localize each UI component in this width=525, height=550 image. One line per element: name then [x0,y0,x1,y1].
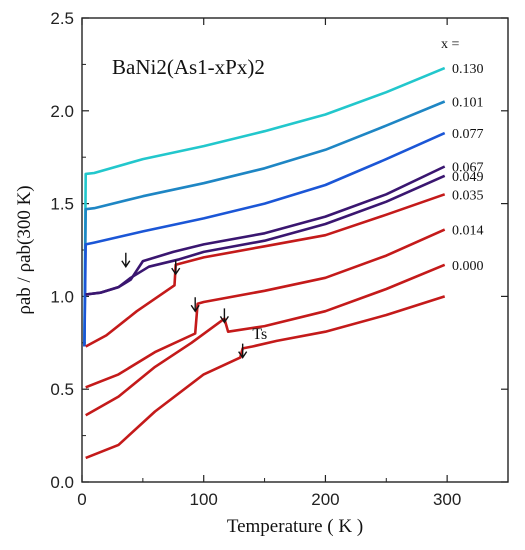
x-tick-label: 100 [190,490,218,509]
series-line [85,228,446,389]
legend-header: x = [441,37,460,52]
series-label: 0.000 [452,259,484,274]
y-tick-label: 1.0 [50,287,74,306]
y-tick-label: 0.0 [50,473,74,492]
series-line [83,66,446,347]
series-line [83,100,446,347]
transition-arrow [219,308,229,324]
arrow-group [121,252,248,359]
series-label: 0.101 [452,96,484,111]
transition-arrow [121,252,131,268]
x-tick-label: 300 [433,490,461,509]
x-axis-label: Temperature ( K ) [227,516,363,537]
series-label: 0.014 [452,224,484,239]
series-line [85,193,446,348]
series-label: 0.077 [452,127,484,142]
series-label: 0.049 [452,170,484,185]
series-line [83,131,446,347]
x-tick-label: 0 [77,490,86,509]
y-tick-label: 2.5 [50,9,74,28]
y-tick-label: 2.0 [50,102,74,121]
y-tick-label: 1.5 [50,195,74,214]
series-line [85,295,446,460]
plot-frame [81,17,509,483]
series-line [85,263,446,417]
transition-arrow [171,260,181,276]
y-tick-label: 0.5 [50,380,74,399]
tick-group: 0 100 200 300 0.0 0.5 1.0 1.5 2.0 2.5 [50,9,508,509]
transition-arrow [190,297,200,313]
x-tick-label: 200 [311,490,339,509]
series-label: 0.130 [452,62,484,77]
series-line [85,165,446,296]
series-label: 0.035 [452,188,484,203]
series-group [83,66,446,460]
transition-arrow [238,343,248,359]
ts-annotation: Ts [252,326,267,343]
y-axis-label: ρab / ρab(300 K) [14,185,35,314]
series-label: 0.067 [452,160,484,175]
chart-title: BaNi2(As1-xPx)2 [112,55,265,79]
series-line [85,174,446,296]
